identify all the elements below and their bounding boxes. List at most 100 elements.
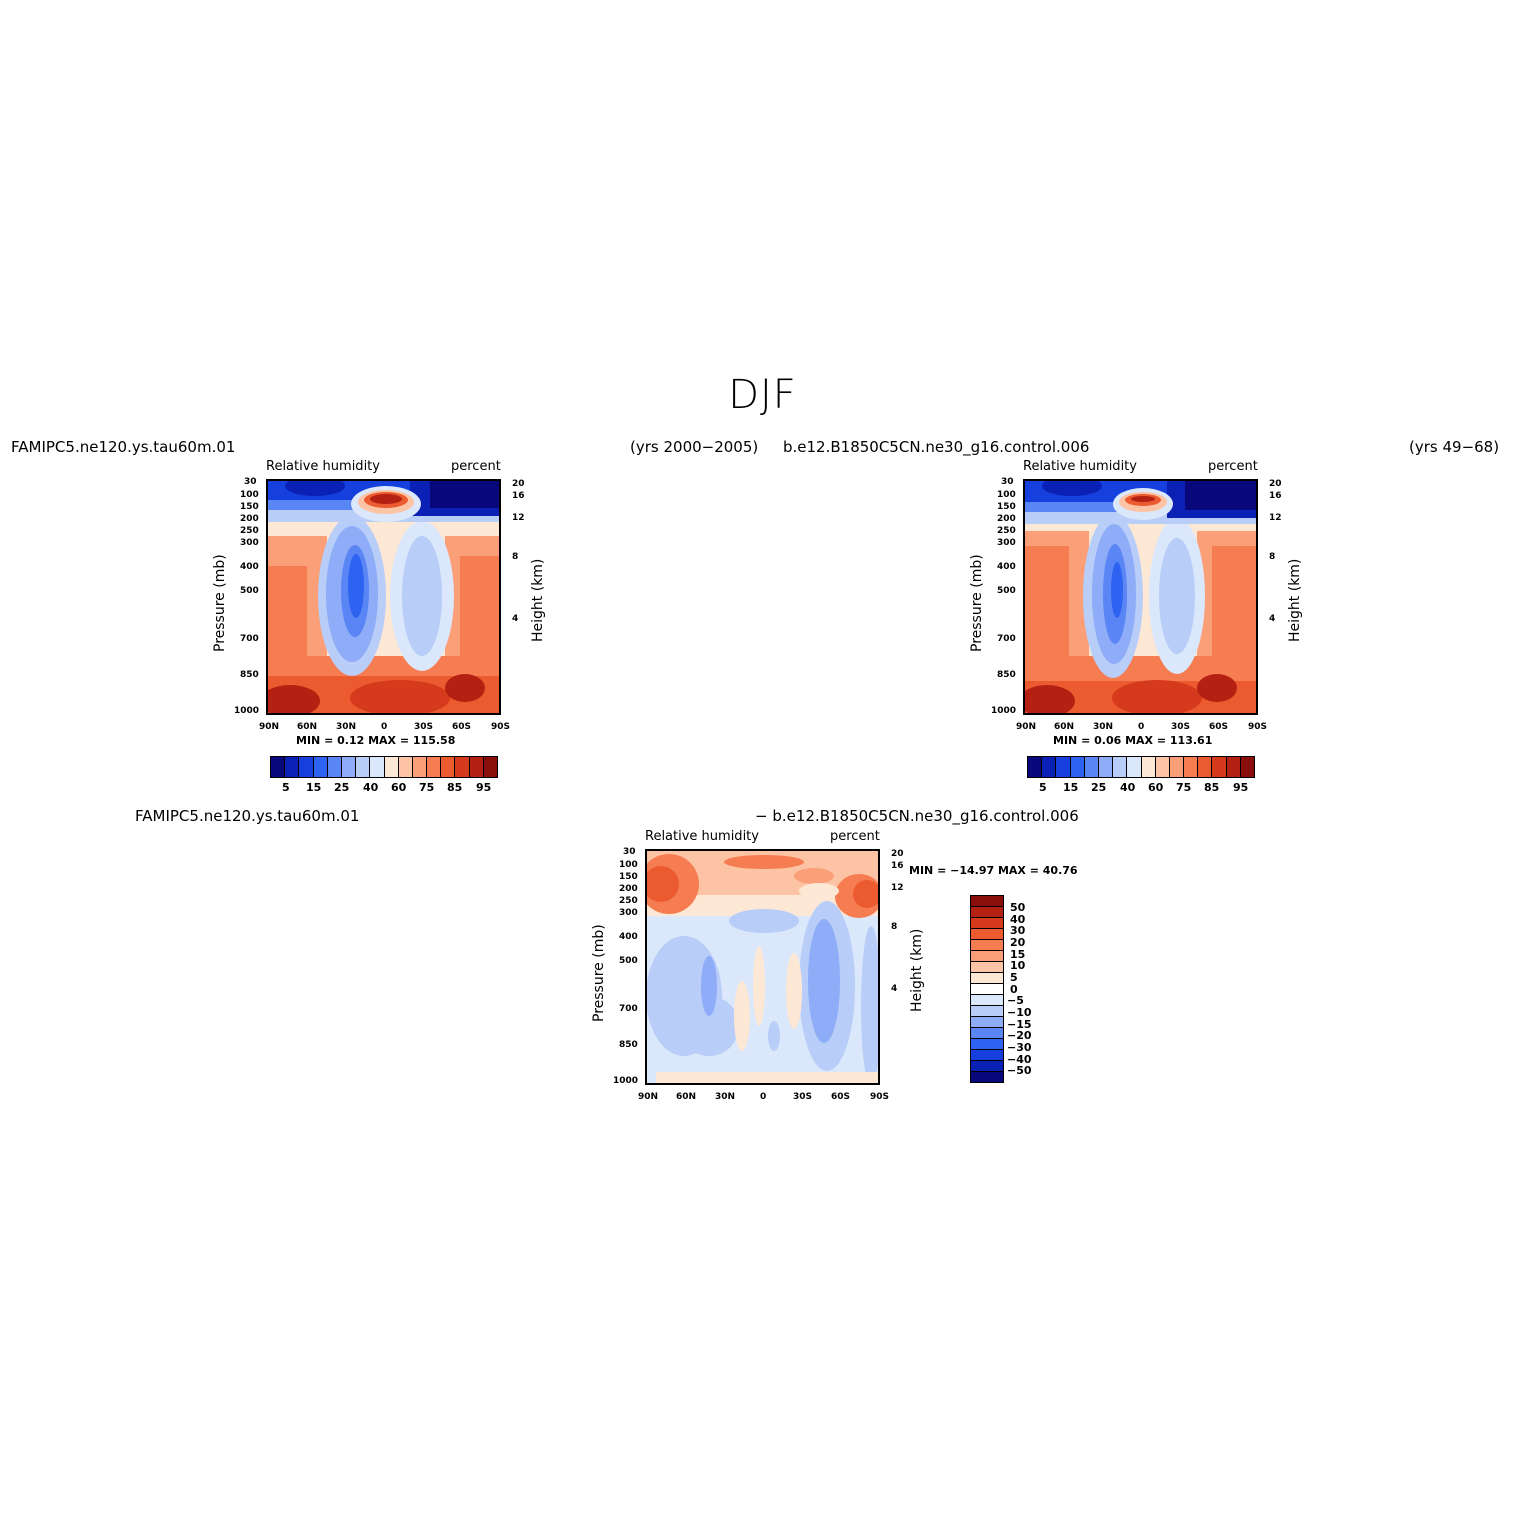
p1-ytick-1000: 1000 [234,706,260,716]
p2-xtick-30n: 30N [1093,722,1114,732]
cbar3-swatch [971,973,1003,984]
cbar3-label-40: 40 [1010,913,1026,926]
p2-ytick-700: 700 [997,634,1016,644]
cbar1-label-95: 95 [476,781,492,794]
p3-xtick-60n: 60N [676,1092,697,1102]
cbar2-swatch [1169,757,1185,777]
p3-htick-16: 16 [891,861,904,871]
cbar2-swatch [1028,757,1043,777]
cbar2-swatch [1070,757,1085,777]
cbar1-label-5: 5 [282,781,290,794]
p3-ytick-300: 300 [619,908,638,918]
cbar3-label-m40: −40 [1007,1053,1032,1066]
p1-htick-20: 20 [512,479,525,489]
panel1-minmax: MIN = 0.12 MAX = 115.58 [296,734,456,747]
cbar1-swatch [313,757,328,777]
cbar2-label-60: 60 [1148,781,1164,794]
cbar2-swatch [1056,757,1071,777]
cbar3-swatch [971,962,1003,973]
p1-xtick-30s: 30S [414,722,434,732]
cbar2-swatch [1141,757,1156,777]
panel1-colorbar [270,756,498,778]
panel1-ylabel: Pressure (mb) [212,554,228,652]
p3-xtick-90s: 90S [870,1092,890,1102]
panel2-case-name: b.e12.B1850C5CN.ne30_g16.control.006 [783,438,1090,456]
cbar2-swatch [1212,757,1227,777]
p3-xtick-30n: 30N [715,1092,736,1102]
p3-htick-20: 20 [891,849,904,859]
panel3-diff-label: − b.e12.B1850C5CN.ne30_g16.control.006 [755,807,1079,825]
cbar3-swatch [971,1039,1003,1050]
p1-htick-8: 8 [512,552,519,562]
cbar2-label-25: 25 [1091,781,1107,794]
p2-ytick-1000: 1000 [991,706,1017,716]
cbar3-label-20: 20 [1010,936,1026,949]
cbar1-swatch [427,757,442,777]
cbar2-swatch [1113,757,1128,777]
p1-ytick-700: 700 [240,634,259,644]
cbar3-label-10: 10 [1010,959,1026,972]
cbar1-swatch [327,757,342,777]
panel1-y2label: Height (km) [530,558,546,642]
panel1-variable-label: Relative humidity [266,459,380,474]
cbar3-label-30: 30 [1010,924,1026,937]
p3-ytick-700: 700 [619,1004,638,1014]
cbar1-swatch [370,757,385,777]
p1-ytick-30: 30 [244,477,257,487]
cbar1-swatch [271,757,286,777]
cbar1-label-85: 85 [447,781,463,794]
panel2-y2label: Height (km) [1287,558,1303,642]
cbar1-swatch [341,757,357,777]
cbar1-label-75: 75 [419,781,435,794]
p2-ytick-30: 30 [1001,477,1014,487]
p2-xtick-90n: 90N [1016,722,1037,732]
p3-htick-12: 12 [891,883,904,893]
p2-xtick-0: 0 [1138,722,1145,732]
cbar3-swatch [971,1006,1003,1017]
p1-ytick-300: 300 [240,538,259,548]
p3-htick-4: 4 [891,984,898,994]
panel1-years: (yrs 2000−2005) [630,438,759,456]
p3-ytick-1000: 1000 [613,1076,639,1086]
panel3-ylabel: Pressure (mb) [591,924,607,1022]
p1-xtick-60s: 60S [452,722,472,732]
p1-ytick-850: 850 [240,670,259,680]
p1-xtick-90s: 90S [491,722,511,732]
p1-ytick-100: 100 [240,490,259,500]
cbar1-swatch [398,757,413,777]
cbar3-label-15: 15 [1010,948,1026,961]
panel2-ylabel: Pressure (mb) [969,554,985,652]
cbar1-swatch [469,757,484,777]
cbar3-label-m5: −5 [1007,994,1024,1007]
cbar3-swatch [971,1017,1003,1028]
cbar2-swatch [1084,757,1099,777]
p2-ytick-850: 850 [997,670,1016,680]
p1-xtick-90n: 90N [259,722,280,732]
panel1-units-label: percent [451,459,501,474]
p3-htick-8: 8 [891,922,898,932]
p1-ytick-250: 250 [240,526,259,536]
p3-ytick-250: 250 [619,896,638,906]
p1-xtick-30n: 30N [336,722,357,732]
panel2-colorbar [1027,756,1255,778]
cbar2-swatch [1155,757,1170,777]
p1-ytick-150: 150 [240,502,259,512]
cbar3-swatch [971,1050,1003,1061]
panel2-units-label: percent [1208,459,1258,474]
panel2-years: (yrs 49−68) [1409,438,1500,456]
panel3-colorbar [970,895,1004,1083]
cbar2-label-5: 5 [1039,781,1047,794]
cbar1-label-60: 60 [391,781,407,794]
cbar1-swatch [412,757,428,777]
p1-ytick-200: 200 [240,514,259,524]
cbar3-label-m30: −30 [1007,1041,1032,1054]
p3-ytick-850: 850 [619,1040,638,1050]
p2-ytick-250: 250 [997,526,1016,536]
p2-ytick-200: 200 [997,514,1016,524]
p1-htick-4: 4 [512,614,519,624]
cbar3-label-0: 0 [1010,983,1018,996]
p2-ytick-150: 150 [997,502,1016,512]
p3-xtick-30s: 30S [793,1092,813,1102]
p2-htick-4: 4 [1269,614,1276,624]
panel2-minmax: MIN = 0.06 MAX = 113.61 [1053,734,1213,747]
